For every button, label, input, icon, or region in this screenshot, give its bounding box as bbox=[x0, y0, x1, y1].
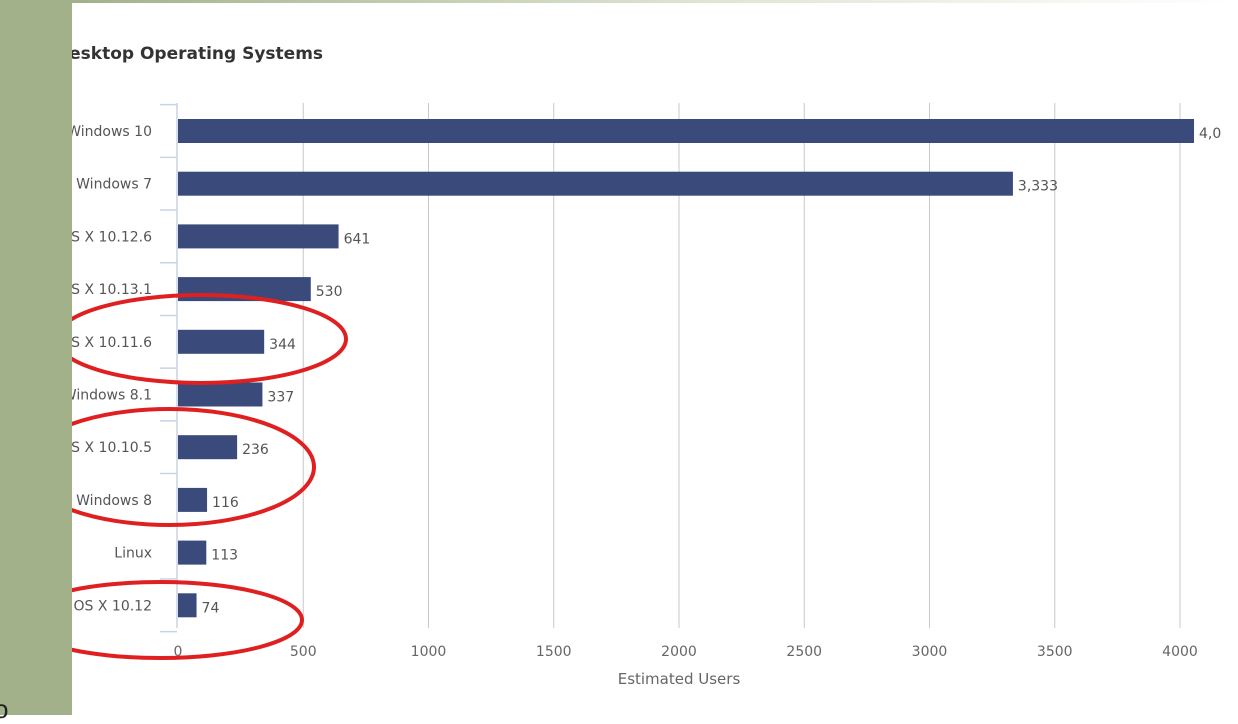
chart-title: Desktop Operating Systems bbox=[72, 44, 324, 64]
category-label: OS X 10.12.6 bbox=[72, 229, 152, 245]
x-tick-label: 1000 bbox=[411, 644, 447, 660]
category-label: Linux bbox=[114, 546, 152, 562]
data-label: 3,333 bbox=[1018, 179, 1058, 195]
data-label: 4,0 bbox=[1199, 126, 1221, 142]
chart-panel: Desktop Operating Systems 0 500 1000 1500 20… bbox=[72, 0, 1238, 715]
x-tick-label: 500 bbox=[290, 644, 317, 660]
category-label: OS X 10.13.1 bbox=[72, 282, 152, 298]
x-tick-label: 4000 bbox=[1162, 644, 1198, 660]
x-tick-label: 3000 bbox=[912, 644, 948, 660]
bar bbox=[178, 171, 1013, 196]
x-tick-label: 3500 bbox=[1037, 644, 1073, 660]
bar bbox=[178, 540, 207, 565]
data-label: 74 bbox=[202, 600, 220, 616]
slide-corner-glyph: o bbox=[0, 694, 9, 724]
data-label: 113 bbox=[211, 548, 238, 564]
data-label: 116 bbox=[212, 495, 239, 511]
data-label: 344 bbox=[269, 337, 296, 353]
category-label: Windows 7 bbox=[76, 177, 152, 193]
x-tick-label: 2000 bbox=[661, 644, 697, 660]
top-decorative-band bbox=[72, 0, 1238, 3]
data-label: 337 bbox=[267, 390, 294, 406]
bar bbox=[178, 382, 263, 407]
bar bbox=[178, 487, 208, 512]
bar bbox=[178, 224, 339, 249]
data-label: 236 bbox=[242, 442, 269, 458]
left-decorative-band bbox=[0, 0, 72, 715]
bar bbox=[178, 119, 1195, 143]
category-label: Windows 8 bbox=[76, 493, 152, 509]
category-label: Windows 8.1 bbox=[72, 388, 152, 404]
bar bbox=[178, 329, 265, 354]
category-label: OS X 10.12 bbox=[74, 598, 152, 614]
x-tick-label: 1500 bbox=[536, 644, 572, 660]
data-label: 530 bbox=[316, 284, 343, 300]
category-label: OS X 10.10.5 bbox=[72, 440, 152, 456]
data-label: 641 bbox=[344, 231, 371, 247]
bar bbox=[178, 435, 238, 460]
category-label: Windows 10 bbox=[72, 124, 152, 140]
x-axis-title: Estimated Users bbox=[618, 670, 741, 688]
x-tick-label: 0 bbox=[174, 644, 183, 660]
bar bbox=[178, 277, 311, 302]
bar-chart: 0 500 1000 1500 2000 2500 3000 3500 4000 Estimate… bbox=[72, 103, 1221, 688]
bar bbox=[178, 593, 197, 618]
x-tick-label: 2500 bbox=[786, 644, 822, 660]
category-label: OS X 10.11.6 bbox=[72, 335, 152, 351]
